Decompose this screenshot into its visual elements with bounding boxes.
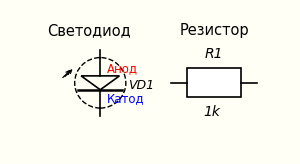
Text: Катод: Катод: [107, 92, 145, 105]
Text: Резистор: Резистор: [179, 23, 249, 39]
Text: R1: R1: [205, 47, 224, 61]
Text: Анод: Анод: [107, 62, 138, 75]
Bar: [188, 68, 241, 97]
Text: 1k: 1k: [203, 105, 220, 119]
Text: Светодиод: Светодиод: [47, 23, 130, 39]
Text: VD1: VD1: [128, 79, 154, 92]
